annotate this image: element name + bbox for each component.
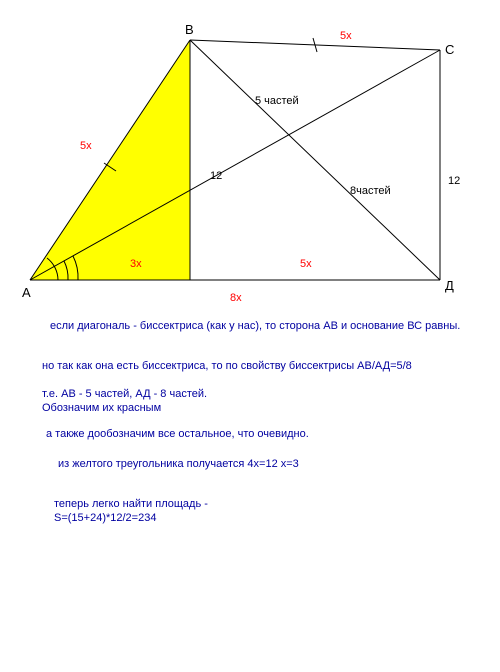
explanation-line-2: но так как она есть биссектриса, то по с… bbox=[42, 360, 412, 372]
label-3x: 3x bbox=[130, 258, 142, 270]
diagonal-AC bbox=[30, 50, 440, 280]
label-5x-bottom: 5x bbox=[300, 258, 312, 270]
label-8parts: 8частей bbox=[350, 185, 391, 197]
vertex-B: B bbox=[185, 22, 194, 37]
label-5x-BC: 5x bbox=[340, 30, 352, 42]
explanation-line-8: S=(15+24)*12/2=234 bbox=[54, 512, 156, 524]
diagonal-BD bbox=[190, 40, 440, 280]
label-5parts: 5 частей bbox=[255, 95, 299, 107]
label-8x: 8x bbox=[230, 292, 242, 304]
vertex-C: С bbox=[445, 42, 454, 57]
explanation-line-6: из желтого треугольника получается 4x=12… bbox=[58, 458, 299, 470]
vertex-D: Д bbox=[445, 278, 454, 293]
geometry-diagram bbox=[0, 0, 500, 310]
explanation-line-5: а также дообозначим все остальное, что о… bbox=[46, 428, 309, 440]
vertex-A: A bbox=[22, 285, 31, 300]
explanation-line-3: т.е. АВ - 5 частей, АД - 8 частей. bbox=[42, 388, 207, 400]
label-12-right: 12 bbox=[448, 175, 460, 187]
explanation-line-7: теперь легко найти площадь - bbox=[54, 498, 208, 510]
explanation-line-1: если диагональ - биссектриса (как у нас)… bbox=[50, 320, 460, 332]
explanation-line-4: Обозначим их красным bbox=[42, 402, 161, 414]
label-5x-AB: 5x bbox=[80, 140, 92, 152]
label-12-mid: 12 bbox=[210, 170, 222, 182]
